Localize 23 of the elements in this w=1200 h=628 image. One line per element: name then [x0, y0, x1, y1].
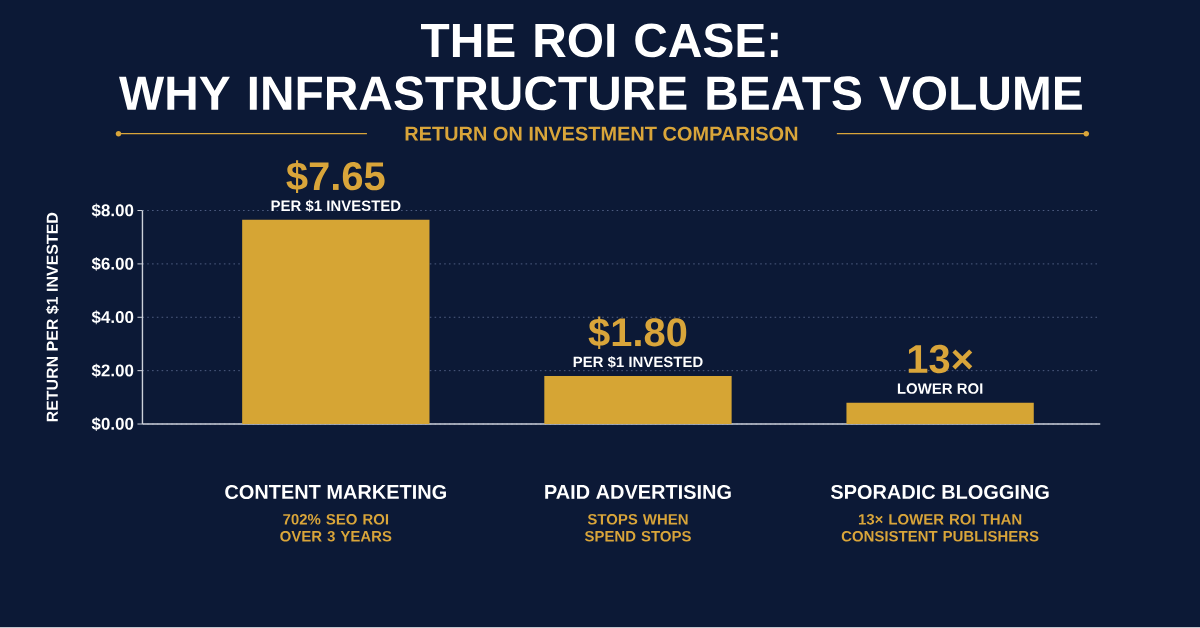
y-axis-title: RETURN PER $1 INVESTED	[45, 213, 59, 422]
annotation: 13×	[908, 345, 973, 374]
y-tick-label: $6.00	[91, 257, 134, 272]
y-tick-label: $4.00	[91, 310, 134, 325]
bar	[544, 376, 732, 425]
text: STOPS WHEN SPEND STOPS	[584, 514, 691, 542]
x-tick-label: CONTENT MARKETING	[225, 485, 446, 500]
bar	[846, 402, 1034, 425]
x-tick-label: SPORADIC BLOGGING	[830, 485, 1049, 500]
chart-subtitle: RETURN ON INVESTMENT COMPARISON	[405, 126, 798, 141]
text: 702% SEO ROI OVER 3 YEARS	[280, 514, 392, 542]
text: 13× LOWER ROI THAN CONSISTENT PUBLISHERS	[841, 514, 1039, 542]
y-tick-label: $8.00	[91, 203, 134, 218]
data-label: $7.65	[286, 160, 385, 194]
bar	[242, 220, 430, 425]
annotation: LOWER ROI	[897, 383, 983, 395]
y-tick-label: $2.00	[91, 363, 134, 378]
data-label: $1.80	[588, 316, 687, 350]
chart-title: THE ROI CASE: WHY INFRASTRUCTURE BEATS VOLUME	[119, 23, 1082, 111]
annotation: PER $1 INVESTED	[271, 199, 401, 213]
annotation: PER $1 INVESTED	[573, 356, 703, 369]
y-tick-label: $0.00	[91, 417, 134, 432]
x-tick-label: PAID ADVERTISING	[545, 485, 731, 500]
